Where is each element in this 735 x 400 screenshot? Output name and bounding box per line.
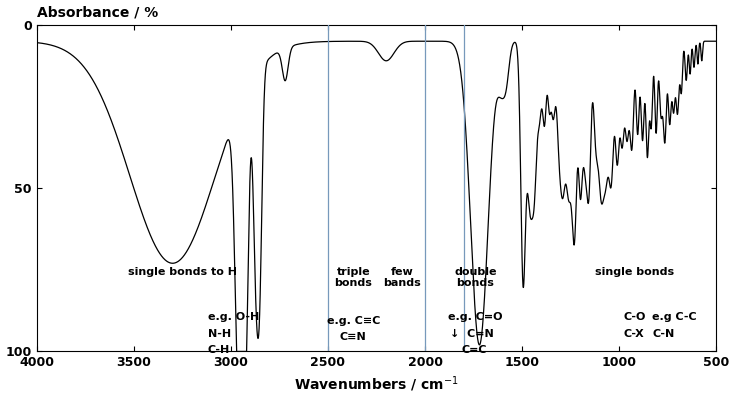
Text: triple
bonds: triple bonds	[334, 266, 372, 288]
Text: e.g. C=O: e.g. C=O	[448, 312, 503, 322]
Text: C-N: C-N	[652, 328, 675, 338]
Text: e.g C-C: e.g C-C	[652, 312, 697, 322]
Text: few
bands: few bands	[383, 266, 420, 288]
Text: single bonds to H: single bonds to H	[128, 266, 237, 276]
X-axis label: Wavenumbers / cm$^{-1}$: Wavenumbers / cm$^{-1}$	[294, 375, 459, 394]
Text: C=C: C=C	[462, 345, 487, 355]
Text: C-X: C-X	[623, 328, 644, 338]
Text: double
bonds: double bonds	[454, 266, 497, 288]
Text: Absorbance / %: Absorbance / %	[37, 6, 158, 20]
Text: single bonds: single bonds	[595, 266, 674, 276]
Text: C-O: C-O	[623, 312, 645, 322]
Text: C-H: C-H	[207, 345, 230, 355]
Text: N-H: N-H	[207, 328, 231, 338]
Text: C≡N: C≡N	[340, 332, 367, 342]
Text: e.g. C≡C: e.g. C≡C	[326, 316, 380, 326]
Text: e.g. O-H: e.g. O-H	[207, 312, 259, 322]
Text: ↓  C=N: ↓ C=N	[450, 328, 494, 338]
